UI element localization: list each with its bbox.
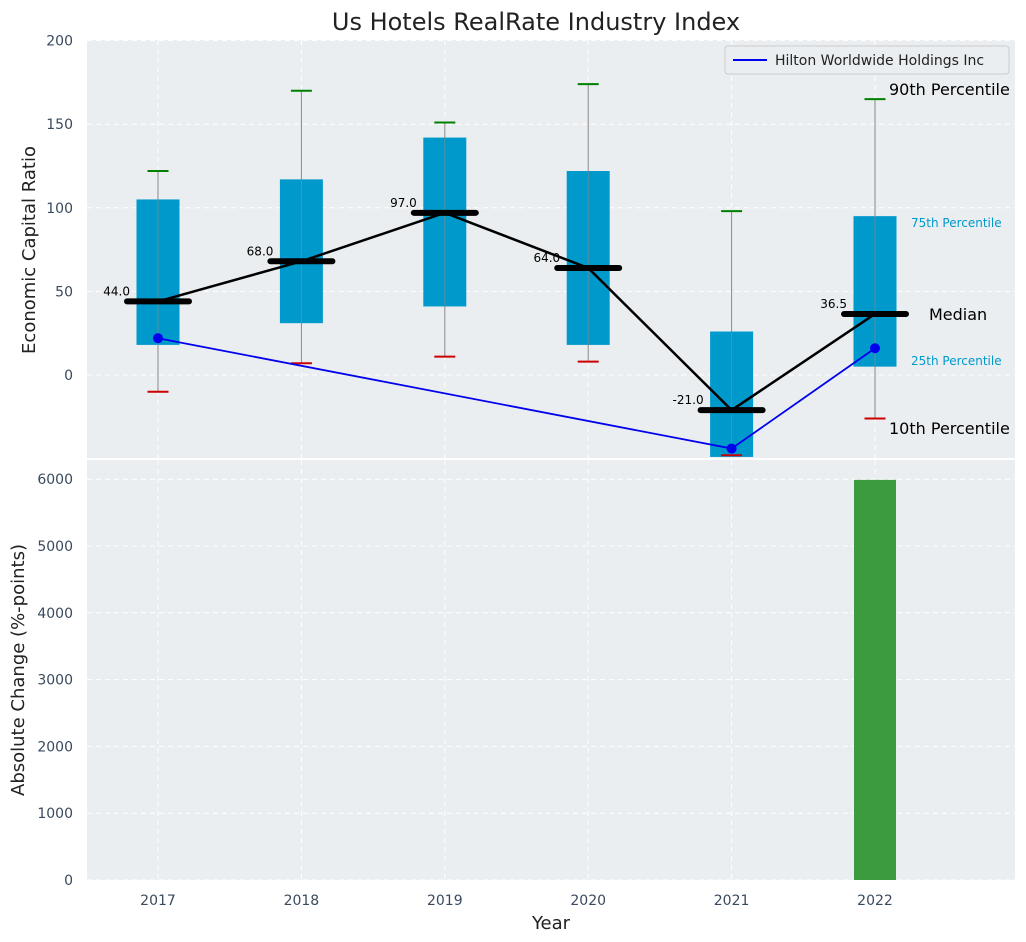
bottom-y-tick-label: 0 <box>64 873 73 889</box>
top-y-tick-label: 50 <box>55 284 73 300</box>
legend-label: Hilton Worldwide Holdings Inc <box>775 53 984 69</box>
x-tick-label: 2017 <box>140 893 176 909</box>
bar-2022 <box>854 479 896 880</box>
top-y-tick-label: 150 <box>46 117 73 133</box>
series-point-2022 <box>870 343 880 354</box>
bottom-y-tick-label: 6000 <box>37 472 73 488</box>
median-label-2017: 44.0 <box>103 284 130 298</box>
median-label-2022: 36.5 <box>820 297 847 311</box>
series-point-2017 <box>153 333 163 344</box>
annotation-p90: 90th Percentile <box>889 80 1010 99</box>
bottom-gridlines <box>87 460 1015 881</box>
median-label-2019: 97.0 <box>390 196 417 210</box>
top-y-tick-label: 200 <box>46 34 73 50</box>
top-y-axis-label: Economic Capital Ratio <box>19 146 40 354</box>
legend: Hilton Worldwide Holdings Inc <box>724 45 1010 75</box>
company-series <box>153 333 880 454</box>
annotation-p75: 75th Percentile <box>911 216 1002 230</box>
median-label-2020: 64.0 <box>533 251 560 265</box>
bottom-y-tick-label: 4000 <box>37 606 73 622</box>
bottom-y-ticks: 0 1000 2000 3000 4000 5000 6000 <box>37 472 73 889</box>
median-label-2018: 68.0 <box>247 244 274 258</box>
median-trend-line: 44.0 68.0 97.0 64.0 -21.0 36.5 <box>103 196 909 414</box>
x-tick-label: 2022 <box>857 893 893 909</box>
bottom-y-axis-label: Absolute Change (%-points) <box>8 544 29 796</box>
bar-group <box>854 479 896 880</box>
x-tick-label: 2021 <box>714 893 750 909</box>
median-label-2021: -21.0 <box>673 393 704 407</box>
annotation-p10: 10th Percentile <box>889 419 1010 438</box>
median-trend-polyline <box>157 211 876 412</box>
x-tick-label: 2018 <box>284 893 320 909</box>
top-y-ticks: 0 50 100 150 200 <box>46 34 73 384</box>
bottom-y-tick-label: 5000 <box>37 539 73 555</box>
top-y-tick-label: 100 <box>46 201 73 217</box>
top-y-tick-label: 0 <box>64 368 73 384</box>
x-ticks: 2017 2018 2019 2020 2021 2022 <box>140 893 893 909</box>
chart-title: Us Hotels RealRate Industry Index <box>332 8 740 36</box>
x-axis-label: Year <box>531 913 571 934</box>
bottom-y-tick-label: 3000 <box>37 673 73 689</box>
bottom-y-tick-label: 1000 <box>37 806 73 822</box>
series-point-2021 <box>726 443 737 454</box>
annotation-p25: 25th Percentile <box>911 354 1002 368</box>
annotation-median: Median <box>929 305 987 324</box>
x-tick-label: 2020 <box>570 893 606 909</box>
bottom-y-tick-label: 2000 <box>37 739 73 755</box>
x-tick-label: 2019 <box>427 893 463 909</box>
percentile-annotations: 90th Percentile 75th Percentile Median 2… <box>889 80 1010 438</box>
